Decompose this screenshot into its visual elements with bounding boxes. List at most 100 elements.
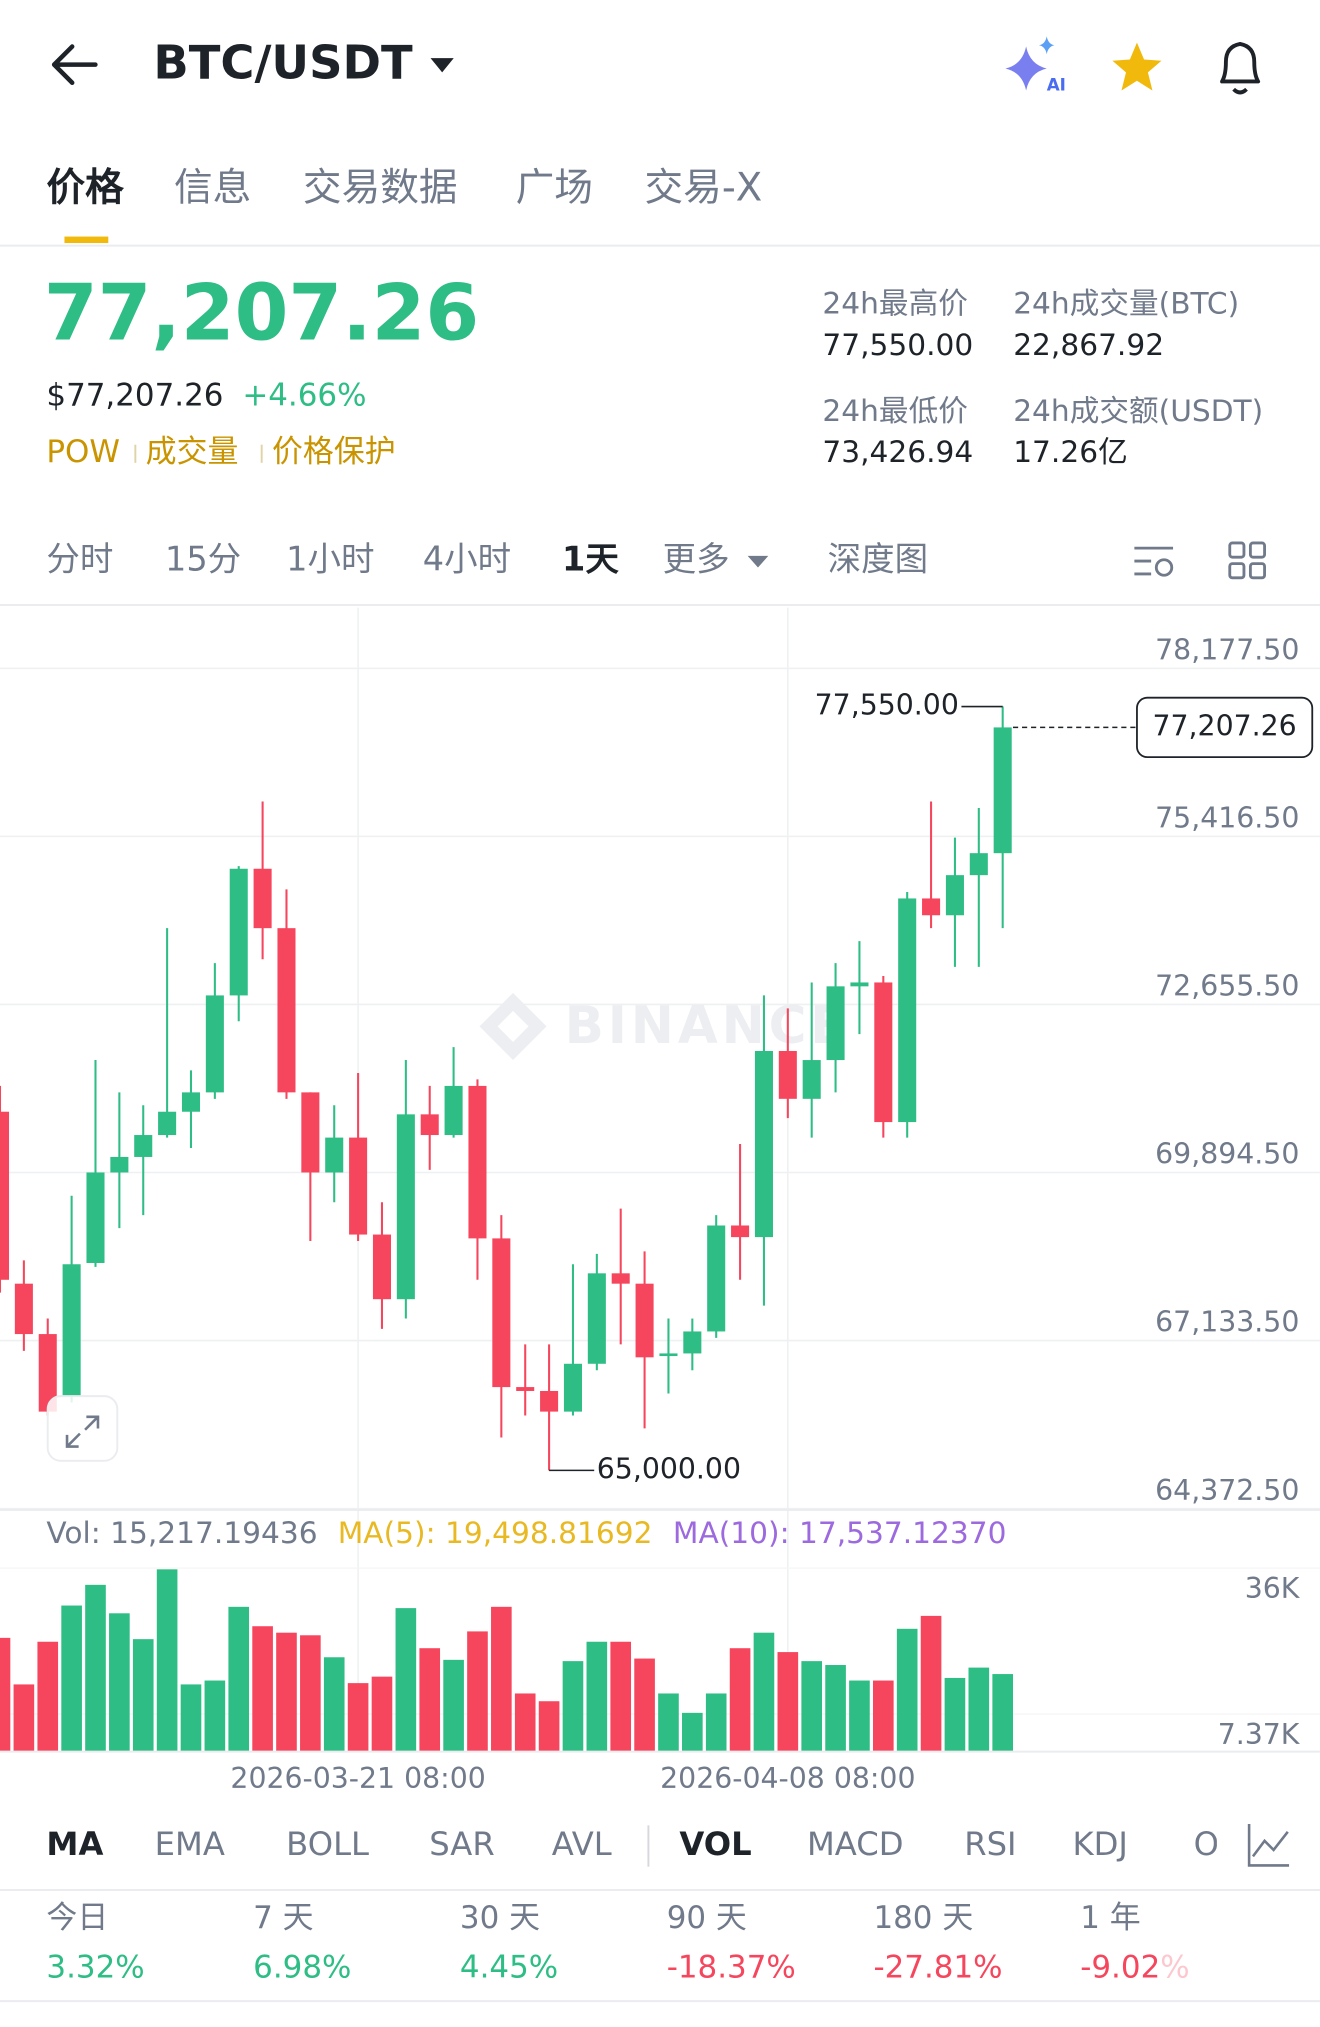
tab[interactable]: 交易-X <box>645 165 763 210</box>
x-tick-label: 2026-04-08 08:00 <box>660 1762 915 1795</box>
favorite-star[interactable] <box>1112 42 1162 91</box>
tag[interactable]: POW <box>46 434 120 470</box>
ai-sparkle <box>1005 46 1047 91</box>
tab[interactable]: 交易数据 <box>303 165 458 210</box>
candle-body <box>754 1050 773 1238</box>
indicator-settings-button[interactable] <box>1247 1824 1290 1867</box>
volume-bar <box>13 1684 35 1752</box>
volume-bar <box>634 1658 655 1752</box>
indicator-tab[interactable]: O <box>1194 1825 1219 1863</box>
y-tick-label: 67,133.50 <box>1155 1306 1299 1339</box>
volume-bar <box>443 1659 464 1752</box>
interval[interactable]: 15分 <box>165 540 241 579</box>
indicator-tab[interactable]: EMA <box>155 1825 225 1863</box>
more-dropdown[interactable] <box>747 555 769 568</box>
grid-cell <box>1228 541 1246 559</box>
tag[interactable]: 价格保护 <box>272 434 396 470</box>
indicator-tab[interactable]: BOLL <box>286 1825 369 1863</box>
candle-body <box>420 1114 439 1136</box>
candle-body <box>922 898 941 916</box>
fullscreen-button[interactable] <box>46 1395 119 1462</box>
indicator-tab[interactable]: MA <box>46 1825 103 1863</box>
period-change: -18.37% <box>667 1949 796 1985</box>
pair-title[interactable]: BTC/USDT <box>153 35 413 89</box>
candle-body <box>587 1273 606 1364</box>
chart-settings-button[interactable] <box>1134 546 1174 577</box>
candle-body <box>898 898 917 1123</box>
volume-bar <box>204 1680 226 1752</box>
candle-body <box>611 1273 630 1284</box>
candle-body <box>516 1387 535 1391</box>
indicator-tab[interactable]: KDJ <box>1073 1825 1128 1863</box>
volume-bar <box>538 1701 560 1752</box>
stat-label: 24h最低价 <box>822 394 967 429</box>
volume-bar <box>0 1637 11 1752</box>
volume-bar <box>395 1608 417 1752</box>
candle-body <box>826 986 845 1061</box>
active-tab-indicator <box>64 236 109 244</box>
period-change: 4.45% <box>460 1949 558 1985</box>
candle-body <box>993 727 1012 854</box>
candle-body <box>444 1085 463 1136</box>
volume-bar <box>705 1693 727 1752</box>
volume-bar <box>658 1693 679 1752</box>
tag[interactable]: 成交量 <box>146 434 239 470</box>
ai-sparkle-small <box>1038 36 1055 55</box>
volume-bar <box>276 1632 297 1752</box>
interval-bar: 分时 15分 1小时 4小时 1天 更多 深度图 <box>46 540 928 579</box>
x-tick-label: 2026-03-21 08:00 <box>230 1762 485 1795</box>
y-tick-label: 7.37K <box>1218 1718 1301 1751</box>
candle-body <box>659 1353 678 1357</box>
stat-value: 77,550.00 <box>822 328 973 363</box>
performance-row: 今日 3.32% 7 天 6.98% 30 天 4.45% 90 天 -18.37% 180 天… <box>46 1900 1189 1985</box>
volume-bar <box>514 1693 536 1752</box>
candle-body <box>0 1111 10 1280</box>
bell-button[interactable] <box>1220 42 1261 95</box>
indicator-tab[interactable]: AVL <box>552 1825 612 1863</box>
interval[interactable]: 分时 <box>46 540 113 579</box>
tab[interactable]: 价格 <box>46 165 124 210</box>
last-price: 77,207.26 <box>44 268 479 358</box>
candle-body <box>683 1331 702 1354</box>
high-label: 77,550.00 <box>815 689 959 722</box>
interval[interactable]: 1小时 <box>286 540 374 579</box>
volume-bar <box>801 1661 823 1752</box>
stat-value: 17.26亿 <box>1013 435 1128 470</box>
interval[interactable]: 4小时 <box>423 540 511 579</box>
settings-lines <box>1134 546 1174 576</box>
last-price-box <box>1136 696 1314 759</box>
y-tick-label: 69,894.50 <box>1155 1138 1299 1171</box>
indicator-tab[interactable]: SAR <box>429 1825 494 1863</box>
ai-button[interactable]: AI <box>1005 36 1066 94</box>
candle-body <box>492 1238 511 1388</box>
y-tick-label: 75,416.50 <box>1155 802 1299 835</box>
indicator-tab[interactable]: RSI <box>964 1825 1016 1863</box>
tab[interactable]: 广场 <box>516 165 593 210</box>
period-label: 今日 <box>46 1900 108 1936</box>
indicator-tab[interactable]: VOL <box>679 1825 751 1863</box>
interval[interactable]: 深度图 <box>828 540 929 579</box>
pair-dropdown[interactable] <box>430 58 454 73</box>
indicator-tab[interactable]: MACD <box>807 1825 904 1863</box>
overlay <box>1160 1939 1212 1996</box>
bell-clapper <box>1232 87 1248 95</box>
interval[interactable]: 1天 <box>562 540 619 579</box>
candle-body <box>301 1092 320 1173</box>
candle-body <box>349 1137 368 1235</box>
candle-body <box>38 1334 57 1412</box>
price-change: +4.66% <box>242 377 366 413</box>
volume-bar <box>467 1631 488 1752</box>
back-button[interactable] <box>51 44 98 85</box>
indicator-bar: MA EMA BOLL SAR AVL VOL MACD RSI KDJ O <box>46 1825 1219 1863</box>
bell-body <box>1220 42 1261 84</box>
volume-bar <box>228 1606 250 1752</box>
interval[interactable]: 更多 <box>663 540 730 579</box>
candle-body <box>468 1085 487 1239</box>
candle-body <box>86 1172 105 1263</box>
layout-button[interactable] <box>1228 541 1266 580</box>
volume-bar <box>610 1641 632 1752</box>
tab[interactable]: 信息 <box>174 165 251 210</box>
stat-label: 24h成交量(BTC) <box>1013 287 1239 322</box>
candle-body <box>181 1092 201 1112</box>
